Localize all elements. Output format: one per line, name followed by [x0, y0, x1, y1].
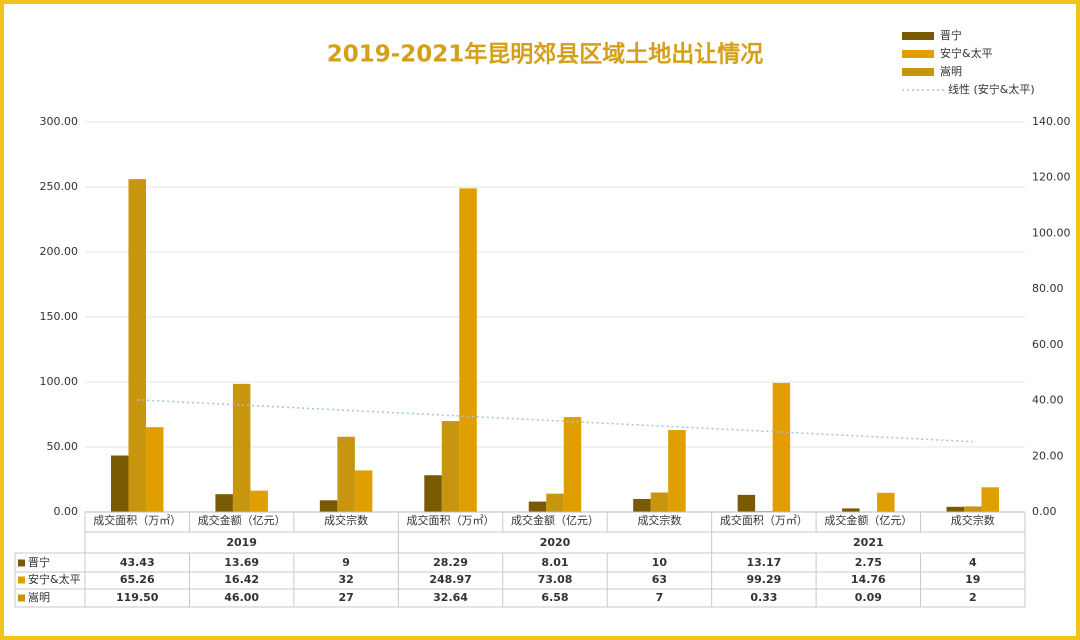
y-tick-label: 150.00 — [40, 310, 79, 323]
table-value: 0.09 — [855, 591, 882, 604]
row-label: 安宁&太平 — [28, 572, 81, 586]
y-tick-label: 100.00 — [40, 375, 79, 388]
row-label: 嵩明 — [28, 591, 50, 604]
x-tick-label: 成交宗数 — [324, 513, 368, 527]
bar — [650, 492, 669, 512]
table-value: 9 — [342, 556, 350, 569]
y2-tick-label: 60.00 — [1032, 338, 1064, 351]
legend-label: 安宁&太平 — [940, 46, 993, 60]
bar — [964, 506, 982, 512]
y2-tick-label: 80.00 — [1032, 282, 1064, 295]
legend-swatch — [18, 594, 25, 602]
bar — [110, 455, 129, 512]
legend-label: 线性 (安宁&太平) — [948, 82, 1035, 96]
table-value: 248.97 — [429, 573, 471, 586]
table-value: 63 — [652, 573, 667, 586]
group-label: 2019 — [226, 536, 257, 549]
bar — [250, 490, 268, 512]
x-tick-label: 成交金额（亿元） — [824, 513, 912, 527]
y2-tick-label: 0.00 — [1032, 505, 1057, 518]
bar — [546, 493, 564, 512]
y2-tick-label: 40.00 — [1032, 394, 1064, 407]
bar — [877, 492, 895, 512]
bar — [563, 416, 582, 512]
table-value: 32.64 — [433, 591, 468, 604]
bar — [946, 506, 965, 512]
table-value: 65.26 — [120, 573, 155, 586]
bar — [424, 475, 442, 512]
bar — [354, 470, 373, 512]
bar — [668, 430, 686, 512]
table-value: 13.69 — [224, 556, 259, 569]
y-tick-label: 250.00 — [40, 180, 79, 193]
legend-swatch — [902, 68, 934, 76]
legend-swatch — [902, 50, 934, 58]
bar — [128, 179, 146, 512]
table-value: 2.75 — [855, 556, 882, 569]
table-value: 19 — [965, 573, 980, 586]
bar — [981, 487, 1000, 512]
bar — [737, 494, 756, 512]
table-value: 14.76 — [851, 573, 886, 586]
table-value: 43.43 — [120, 556, 155, 569]
x-tick-label: 成交宗数 — [951, 513, 995, 527]
bar — [842, 508, 860, 512]
y-tick-label: 200.00 — [40, 245, 79, 258]
bar — [633, 499, 651, 512]
table-value: 13.17 — [746, 556, 781, 569]
bar — [459, 188, 477, 513]
legend-label: 嵩明 — [940, 65, 962, 78]
y2-tick-label: 140.00 — [1032, 115, 1071, 128]
chart-title: 2019-2021年昆明郊县区域土地出让情况 — [327, 41, 764, 68]
bar — [772, 382, 791, 512]
x-tick-label: 成交金额（亿元） — [198, 513, 286, 527]
table-value: 4 — [969, 556, 977, 569]
table-value: 6.58 — [541, 591, 568, 604]
table-value: 32 — [338, 573, 353, 586]
table-value: 46.00 — [224, 591, 259, 604]
y-tick-label: 0.00 — [54, 505, 79, 518]
bar — [215, 494, 233, 512]
table-value: 27 — [338, 591, 353, 604]
y2-tick-label: 100.00 — [1032, 226, 1071, 239]
legend-swatch — [902, 32, 934, 40]
table-value: 7 — [656, 591, 664, 604]
group-label: 2020 — [540, 536, 571, 549]
x-tick-label: 成交金额（亿元） — [511, 513, 599, 527]
y2-tick-label: 120.00 — [1032, 171, 1071, 184]
table-value: 16.42 — [224, 573, 259, 586]
table-value: 99.29 — [746, 573, 781, 586]
table-value: 119.50 — [116, 591, 159, 604]
bar — [232, 383, 251, 512]
bar — [319, 500, 338, 512]
bar — [337, 436, 355, 512]
bar — [145, 427, 164, 512]
legend-swatch — [18, 576, 25, 584]
legend-swatch — [18, 559, 25, 567]
y2-tick-label: 20.00 — [1032, 449, 1064, 462]
y-tick-label: 300.00 — [40, 115, 79, 128]
bar — [528, 501, 547, 512]
table-value: 2 — [969, 591, 977, 604]
table-value: 8.01 — [541, 556, 568, 569]
table-value: 28.29 — [433, 556, 468, 569]
x-tick-label: 成交宗数 — [637, 513, 681, 527]
y-tick-label: 50.00 — [47, 440, 79, 453]
x-tick-label: 成交面积（万㎡） — [93, 513, 181, 527]
row-label: 晋宁 — [28, 555, 50, 569]
bar — [441, 421, 460, 512]
table-value: 0.33 — [750, 591, 777, 604]
group-label: 2021 — [853, 536, 884, 549]
legend-label: 晋宁 — [940, 28, 962, 42]
x-tick-label: 成交面积（万㎡） — [407, 513, 495, 527]
table-value: 10 — [652, 556, 668, 569]
x-tick-label: 成交面积（万㎡） — [720, 513, 808, 527]
table-value: 73.08 — [538, 573, 573, 586]
